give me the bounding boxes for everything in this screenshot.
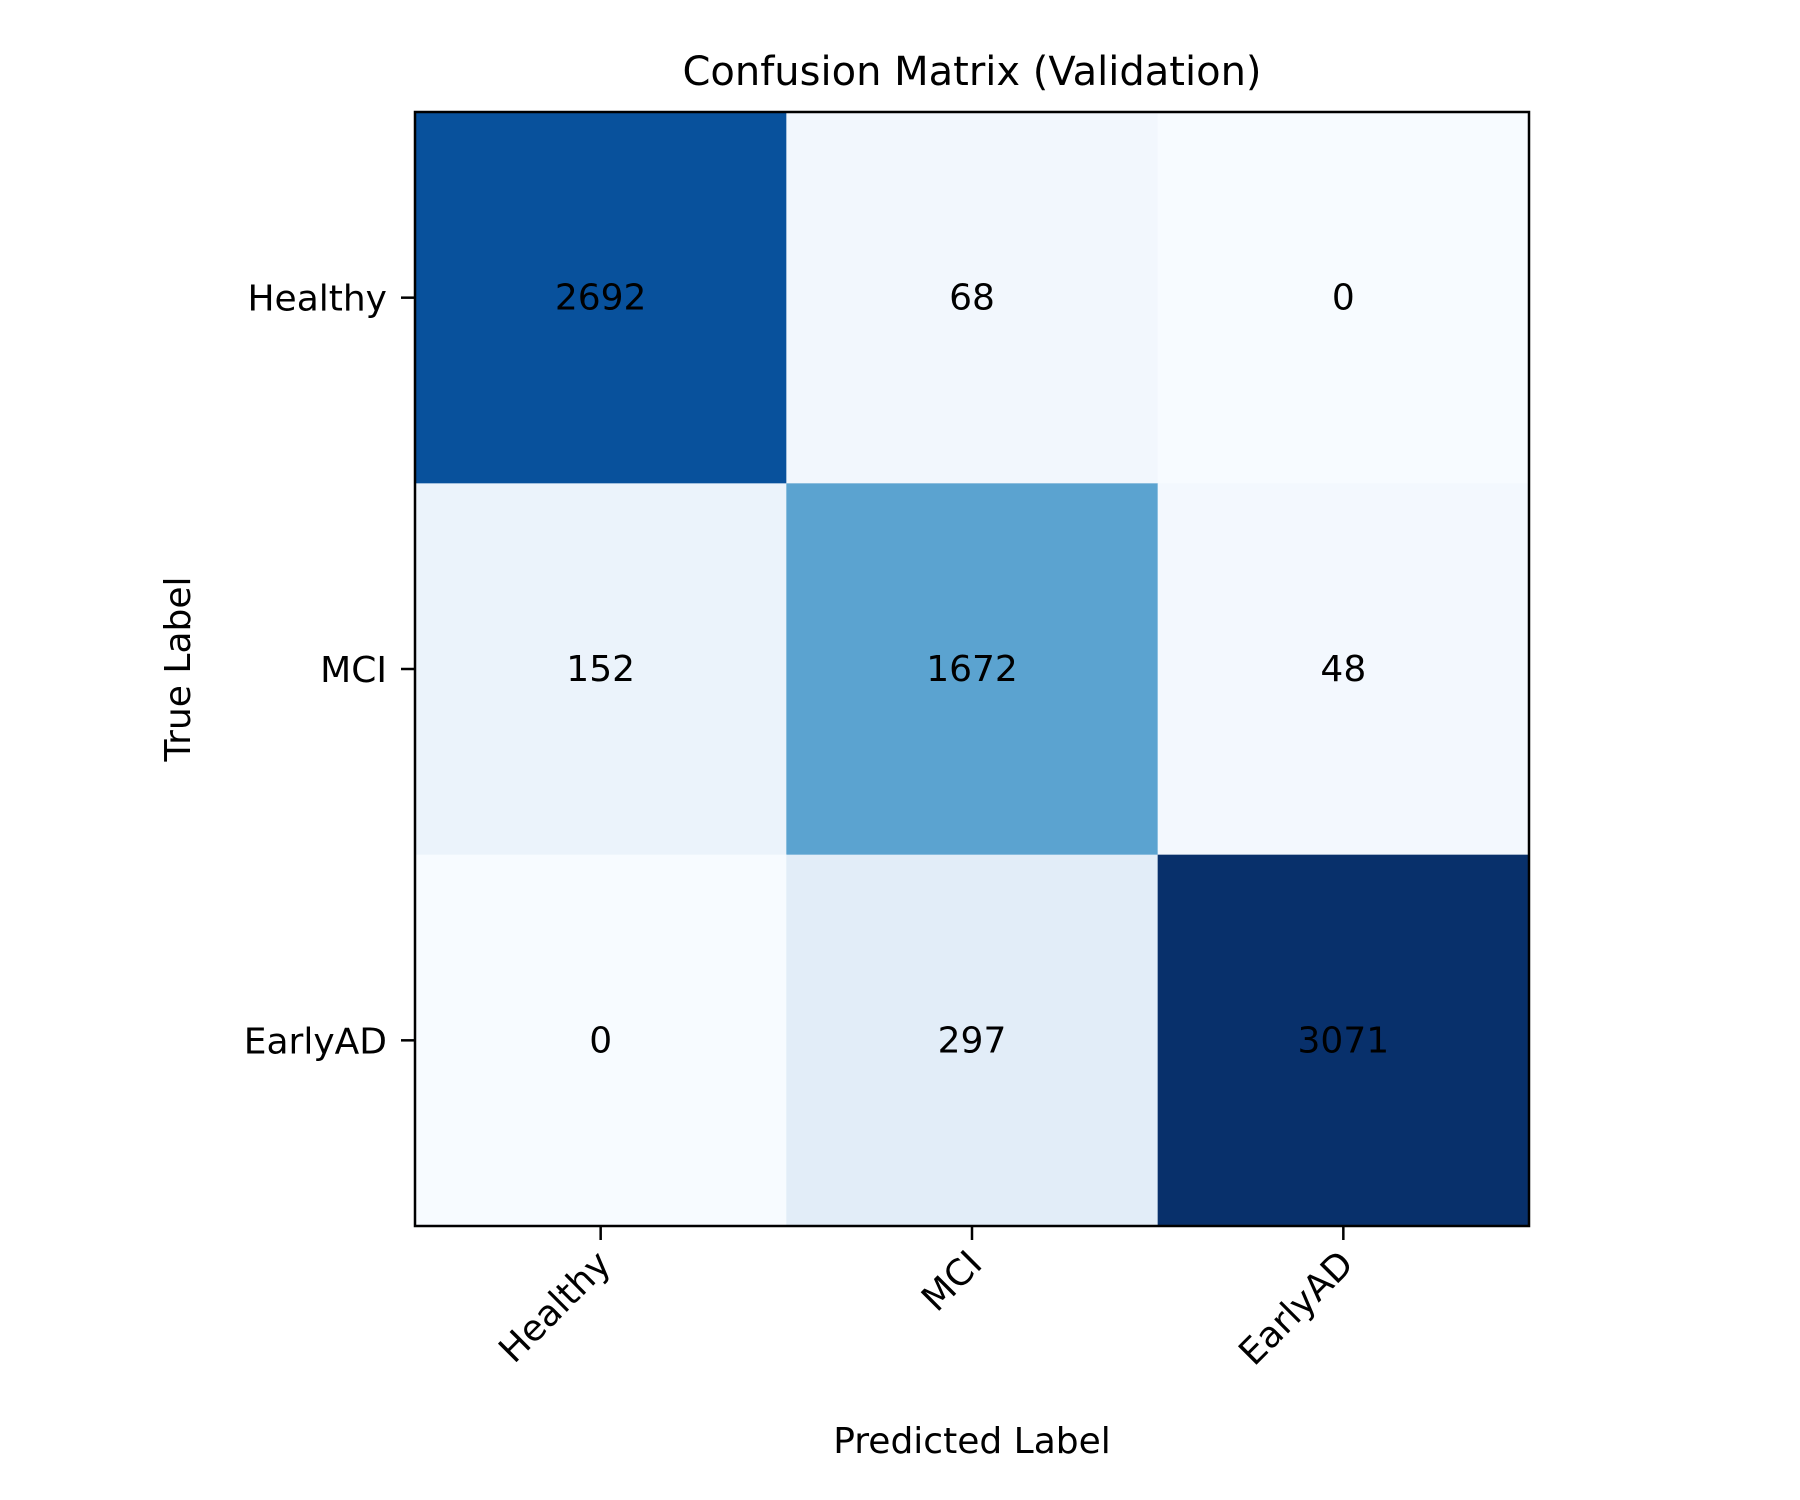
cell-true-earlyad-pred-healthy (415, 854, 787, 1227)
heatmap-cells (415, 112, 1530, 1227)
cell-true-mci-pred-mci (786, 483, 1159, 856)
cell-value-true-earlyad-pred-earlyad: 3071 (1298, 1020, 1390, 1061)
cell-value-true-healthy-pred-mci: 68 (949, 278, 995, 319)
x-tick-label-mci: MCI (914, 1243, 990, 1319)
cell-true-healthy-pred-healthy (415, 112, 787, 484)
cell-true-earlyad-pred-earlyad (1157, 854, 1530, 1227)
y-tick-label-earlyad: EarlyAD (244, 1021, 387, 1062)
y-axis-label: True Label (158, 576, 199, 762)
chart-title: Confusion Matrix (Validation) (682, 49, 1261, 95)
cell-true-mci-pred-healthy (415, 483, 787, 856)
cell-value-true-mci-pred-mci: 1672 (926, 649, 1018, 690)
cell-value-true-healthy-pred-healthy: 2692 (555, 278, 647, 319)
cell-value-true-mci-pred-earlyad: 48 (1320, 649, 1366, 690)
cell-true-healthy-pred-mci (786, 112, 1159, 484)
x-tick-label-earlyad: EarlyAD (1231, 1243, 1361, 1373)
cell-value-true-earlyad-pred-healthy: 0 (589, 1020, 612, 1061)
cell-value-true-healthy-pred-earlyad: 0 (1332, 278, 1355, 319)
cell-true-healthy-pred-earlyad (1157, 112, 1530, 484)
x-tick-label-healthy: Healthy (491, 1243, 619, 1371)
cell-value-true-earlyad-pred-mci: 297 (938, 1020, 1007, 1061)
cell-true-mci-pred-earlyad (1157, 483, 1530, 856)
cell-value-true-mci-pred-healthy: 152 (566, 649, 635, 690)
y-tick-label-healthy: Healthy (247, 279, 387, 320)
y-tick-label-mci: MCI (320, 650, 387, 691)
cell-true-earlyad-pred-mci (786, 854, 1159, 1227)
y-axis: Healthy MCI EarlyAD (244, 279, 415, 1062)
cell-value-labels: 2692 68 0 152 1672 48 0 297 3071 (555, 278, 1389, 1062)
x-axis-label: Predicted Label (833, 1421, 1111, 1462)
x-axis: Healthy MCI EarlyAD (491, 1226, 1362, 1374)
